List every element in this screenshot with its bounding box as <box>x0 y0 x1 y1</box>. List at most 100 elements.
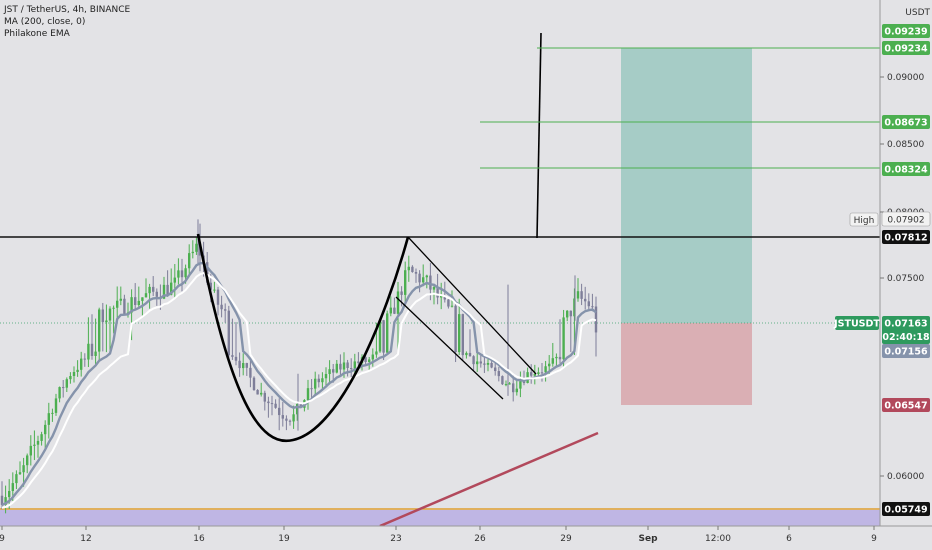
candle-body <box>252 377 256 391</box>
candle-body <box>324 374 328 379</box>
candle-body <box>461 314 464 356</box>
candle-body <box>317 378 320 383</box>
candle-body <box>260 392 263 395</box>
candle-body <box>494 367 497 372</box>
candle-body <box>422 277 425 283</box>
candle-body <box>256 390 259 395</box>
candle-body <box>353 361 356 369</box>
candle-body <box>555 356 558 359</box>
candle-body <box>188 253 191 269</box>
target-zone <box>621 48 752 323</box>
candle-body <box>548 363 551 367</box>
price-axis: USDT0.090000.085000.080000.075000.060000… <box>833 0 932 550</box>
candle-body <box>476 361 479 365</box>
candle-body <box>216 289 220 305</box>
candle-body <box>490 362 493 368</box>
candle-body <box>0 495 4 505</box>
candle-body <box>249 367 252 378</box>
candle-body <box>378 320 382 352</box>
candle-body <box>80 358 83 370</box>
candle-body <box>368 359 371 362</box>
candle-body <box>8 490 11 498</box>
high-label-bg <box>849 212 879 227</box>
candle-body <box>400 291 403 295</box>
candle-body <box>116 300 119 308</box>
tag-target-2-bg <box>882 41 930 55</box>
tag-stop-bg <box>882 398 930 412</box>
candle-body <box>184 268 187 278</box>
candle-body <box>177 270 180 278</box>
tag-stop: 0.06547 <box>884 401 927 412</box>
candle-body <box>404 270 407 295</box>
time-axis-background <box>0 526 932 550</box>
cup-curve <box>196 233 410 443</box>
candle-body <box>195 243 198 252</box>
candle-body <box>231 355 234 357</box>
candle-body <box>483 363 486 365</box>
candle-body <box>33 444 36 446</box>
indicator-lines <box>1 261 599 526</box>
price-tag-bg <box>882 316 930 344</box>
legend-title: JST / TetherUS, 4h, BINANCE <box>4 5 131 15</box>
high-value: 0.07902 <box>887 216 924 226</box>
tag-neckline: 0.07812 <box>884 233 927 244</box>
candle-body <box>281 415 284 419</box>
tag-ma: 0.07156 <box>884 347 928 358</box>
drawings <box>0 32 880 443</box>
candle-body <box>339 363 342 370</box>
candle-body <box>386 313 389 353</box>
candle-body <box>566 310 569 318</box>
candle-body <box>454 305 457 353</box>
channel-upper <box>407 236 537 375</box>
candle-body <box>51 412 54 414</box>
candle-body <box>105 320 108 323</box>
candle-body <box>591 306 594 308</box>
chart-legend: JST / TetherUS, 4h, BINANCE MA (200, clo… <box>4 4 130 40</box>
candle-body <box>278 407 281 416</box>
candle-body <box>11 483 14 491</box>
candle-body <box>76 369 79 372</box>
candle-body <box>227 310 230 356</box>
symbol-tag: JSTUSDT <box>833 319 880 330</box>
candle-body <box>540 372 544 374</box>
candle-body <box>162 284 166 299</box>
candle-body <box>134 297 137 306</box>
time-tick-label: 16 <box>193 534 205 544</box>
candle-body <box>346 362 349 369</box>
candle-body <box>209 282 212 290</box>
candle-body <box>314 378 317 389</box>
time-tick-label: 29 <box>560 534 572 544</box>
axis-tick-label: 0.08500 <box>887 140 924 150</box>
candle-body <box>112 307 115 309</box>
candle-body <box>389 307 392 314</box>
high-label: High <box>854 216 875 226</box>
candle-body <box>94 351 97 356</box>
candle-body <box>396 291 400 314</box>
ema-blue-line <box>1 261 597 507</box>
candle-body <box>537 372 540 374</box>
candle-body <box>270 403 274 405</box>
tag-target-1: 0.09239 <box>884 27 927 38</box>
candle-body <box>508 383 511 385</box>
tag-target-4: 0.08324 <box>884 165 928 176</box>
candle-body <box>119 298 122 301</box>
candle-body <box>58 387 61 399</box>
candle-body <box>472 356 475 365</box>
breakout-projection <box>536 32 542 239</box>
symbol-tag-bg <box>835 316 879 330</box>
time-tick-label: 19 <box>278 534 290 544</box>
candle-body <box>108 308 112 321</box>
candle-body <box>440 295 443 298</box>
candle-body <box>224 309 227 311</box>
candle-body <box>512 383 515 393</box>
candle-body <box>450 305 454 307</box>
candle-body <box>357 361 360 364</box>
tag-ma-bg <box>882 344 930 358</box>
candle-body <box>587 301 590 307</box>
candle-body <box>152 286 155 292</box>
candle-body <box>47 413 50 425</box>
candle-body <box>62 387 65 389</box>
candle-body <box>497 371 500 377</box>
